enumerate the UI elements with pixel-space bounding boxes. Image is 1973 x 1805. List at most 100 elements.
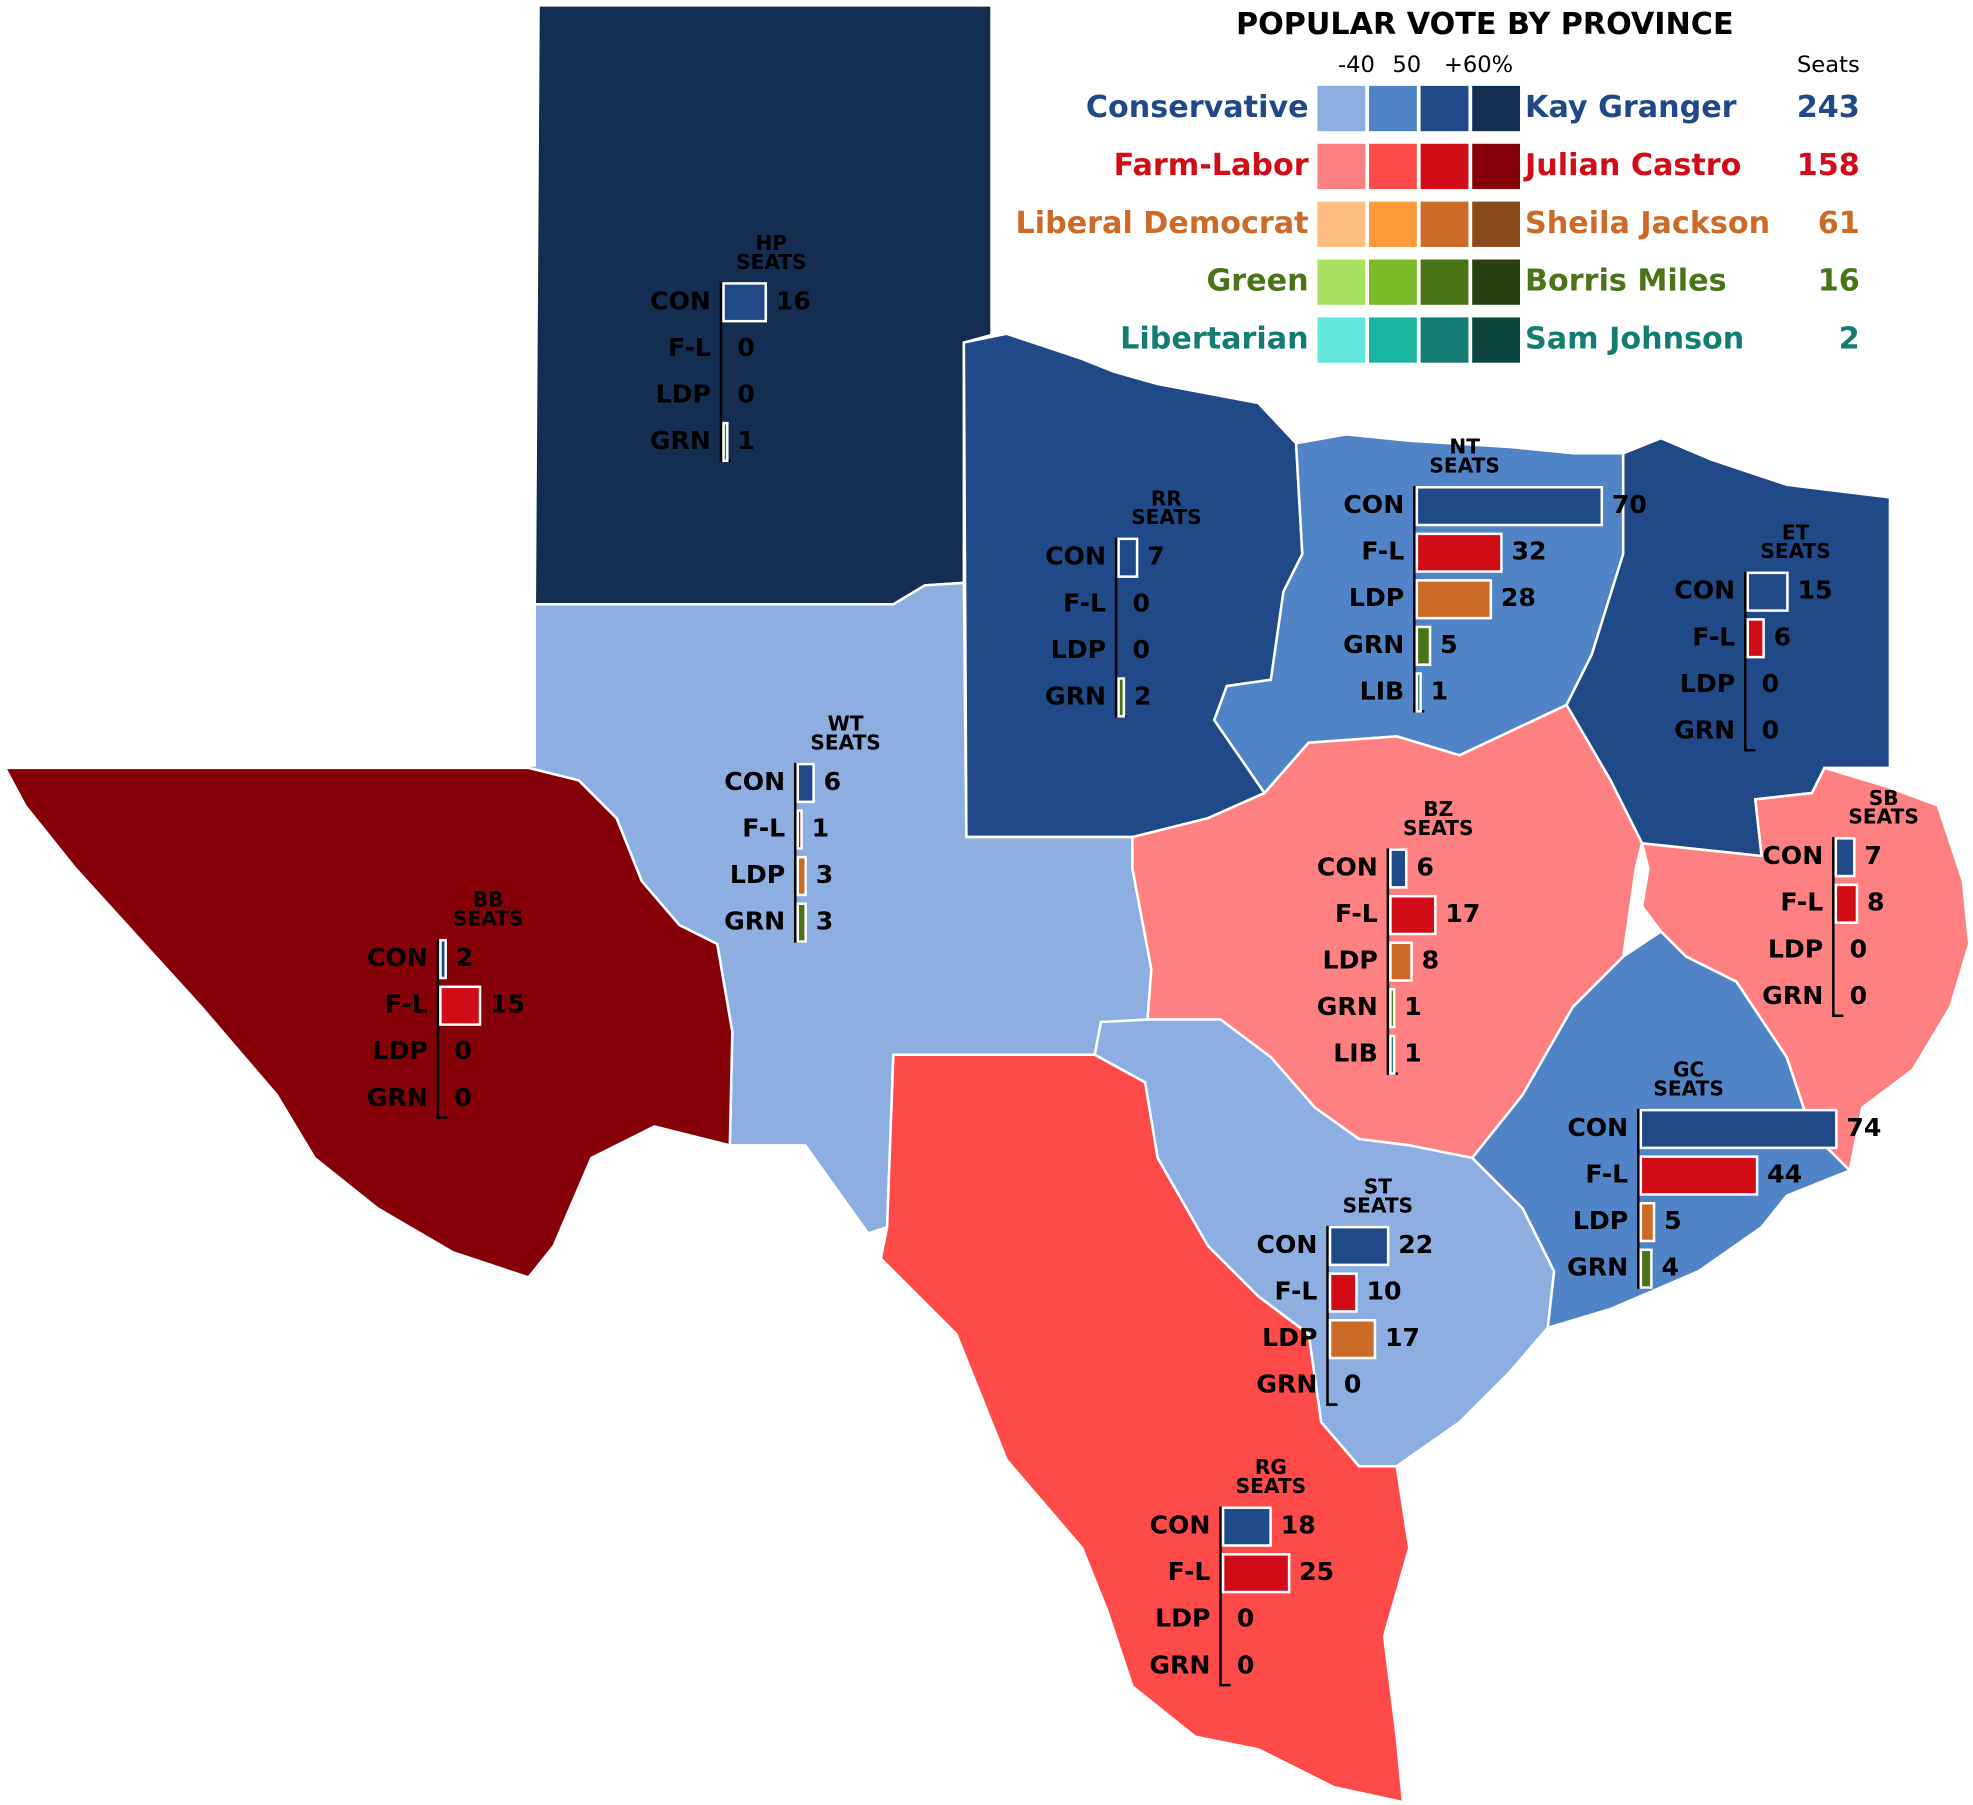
seat-count: 0 xyxy=(1850,934,1868,963)
seat-bar xyxy=(1389,1034,1396,1075)
color-swatch xyxy=(1472,143,1521,190)
party-abbr: CON xyxy=(367,943,428,972)
leader-name: Sheila Jackson xyxy=(1525,206,1770,241)
province-code: BB xyxy=(473,888,504,912)
leader-name: Kay Granger xyxy=(1525,90,1737,125)
party-abbr: GRN xyxy=(650,426,711,455)
party-abbr: LDP xyxy=(372,1036,427,1065)
seat-bar xyxy=(722,282,768,323)
party-name: Farm-Labor xyxy=(1114,148,1309,183)
seat-bar xyxy=(1415,672,1422,713)
seat-bar xyxy=(1117,537,1139,578)
seat-bar xyxy=(796,809,803,850)
color-swatch xyxy=(1472,259,1521,305)
seat-count: 17 xyxy=(1385,1323,1420,1352)
seat-count: 3 xyxy=(816,860,834,889)
seat-count: 15 xyxy=(1797,576,1832,605)
color-swatch xyxy=(1317,317,1366,363)
seat-count: 3 xyxy=(816,907,834,936)
party-abbr: CON xyxy=(1257,1230,1318,1259)
seat-count: 1 xyxy=(1431,676,1449,705)
color-swatch xyxy=(1420,85,1469,132)
color-swatch xyxy=(1369,143,1417,190)
party-abbr: F-L xyxy=(1780,888,1823,917)
seat-bar xyxy=(796,762,815,804)
seat-count: 70 xyxy=(1612,490,1647,519)
party-abbr: F-L xyxy=(1335,899,1378,928)
leader-name: Sam Johnson xyxy=(1525,322,1744,357)
seat-bar xyxy=(722,421,729,463)
seat-bar xyxy=(1834,837,1856,878)
leader-name: Borris Miles xyxy=(1525,264,1727,299)
seat-bar xyxy=(1415,486,1604,527)
seat-bar xyxy=(1639,1201,1656,1243)
scale-label: 50 xyxy=(1392,52,1421,78)
seat-count: 32 xyxy=(1511,537,1546,566)
seat-bar xyxy=(1389,941,1413,982)
seat-bar xyxy=(1746,571,1789,612)
seat-count: 74 xyxy=(1846,1113,1881,1142)
province-code: BZ xyxy=(1423,797,1453,821)
party-name: Libertarian xyxy=(1120,322,1308,357)
seat-bar xyxy=(1415,579,1493,620)
seat-bar xyxy=(1746,618,1765,659)
party-abbr: CON xyxy=(1045,542,1106,571)
party-name: Liberal Democrat xyxy=(1016,206,1309,241)
seats-header: Seats xyxy=(1797,52,1860,78)
color-swatch xyxy=(1369,259,1417,305)
seats-label: SEATS xyxy=(1131,505,1201,529)
seat-bar xyxy=(1639,1248,1653,1289)
seat-count: 1 xyxy=(737,426,755,455)
color-swatch xyxy=(1472,317,1521,363)
seat-bar xyxy=(1639,1155,1759,1196)
seat-bar xyxy=(1221,1553,1291,1594)
party-seats: 16 xyxy=(1818,264,1860,299)
seat-bar xyxy=(1834,883,1859,924)
province-code: SB xyxy=(1869,786,1899,810)
party-abbr: GRN xyxy=(1567,1253,1628,1282)
seat-count: 5 xyxy=(1440,630,1458,659)
seat-count: 18 xyxy=(1281,1511,1316,1540)
province-region xyxy=(879,1053,1411,1804)
leader-name: Julian Castro xyxy=(1523,148,1741,183)
seat-count: 0 xyxy=(1237,1604,1255,1633)
party-abbr: GRN xyxy=(1674,715,1735,744)
party-abbr: CON xyxy=(1674,576,1735,605)
party-abbr: CON xyxy=(1150,1511,1211,1540)
color-swatch xyxy=(1420,201,1469,247)
party-abbr: GRN xyxy=(724,907,785,936)
seat-bar xyxy=(1389,894,1437,936)
seat-bar xyxy=(439,985,482,1026)
party-abbr: LDP xyxy=(1155,1604,1210,1633)
seat-count: 7 xyxy=(1864,841,1882,870)
color-swatch xyxy=(1369,85,1417,132)
party-abbr: F-L xyxy=(1361,537,1404,566)
seat-count: 0 xyxy=(1237,1650,1255,1679)
seat-count: 6 xyxy=(1774,622,1792,651)
party-abbr: LDP xyxy=(1768,934,1823,963)
party-name: Conservative xyxy=(1086,90,1309,125)
seats-label: SEATS xyxy=(1343,1194,1413,1218)
party-abbr: LDP xyxy=(1349,583,1404,612)
seat-count: 5 xyxy=(1664,1206,1682,1235)
seat-bar xyxy=(1639,1108,1838,1150)
color-swatch xyxy=(1369,317,1417,363)
color-swatch xyxy=(1317,143,1366,190)
province-code: NT xyxy=(1449,435,1480,459)
province-code: ET xyxy=(1782,520,1810,544)
legend: POPULAR VOTE BY PROVINCE -40 50 +60% Seats Co… xyxy=(1016,7,1860,363)
party-abbr: CON xyxy=(650,286,711,315)
seat-count: 0 xyxy=(737,333,755,362)
party-name: Green xyxy=(1207,264,1309,299)
party-seats: 158 xyxy=(1797,148,1860,183)
seat-count: 0 xyxy=(1850,981,1868,1010)
party-abbr: LDP xyxy=(730,860,785,889)
party-abbr: LDP xyxy=(1680,669,1735,698)
party-seats: 2 xyxy=(1839,322,1860,357)
